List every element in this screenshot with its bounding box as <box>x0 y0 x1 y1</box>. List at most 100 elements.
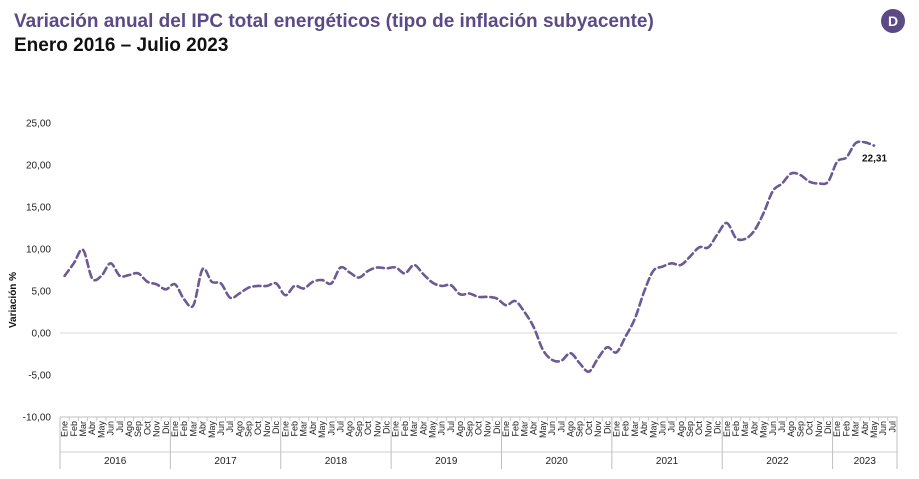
x-tick-label: Dic <box>602 421 612 434</box>
x-tick-label: Sep <box>133 421 143 437</box>
x-tick-label: May <box>648 421 658 439</box>
x-tick-label: Abr <box>418 421 428 435</box>
y-tick-label: 10,00 <box>26 245 51 256</box>
x-tick-label: Nov <box>372 421 382 438</box>
x-tick-label: Oct <box>142 421 152 436</box>
y-tick-label: -5,00 <box>28 371 51 382</box>
last-value-label: 22,31 <box>862 154 887 165</box>
year-label: 2017 <box>214 456 237 467</box>
x-tick-label: Dic <box>271 421 281 434</box>
x-tick-label: Jul <box>225 421 235 433</box>
x-tick-label: Dic <box>713 421 723 434</box>
y-tick-label: 0,00 <box>32 329 52 340</box>
x-tick-label: May <box>869 421 879 439</box>
x-tick-label: Ago <box>234 421 244 437</box>
x-tick-label: Abr <box>529 421 539 435</box>
x-tick-label: Nov <box>814 421 824 438</box>
x-tick-label: Nov <box>483 421 493 438</box>
x-tick-label: Dic <box>823 421 833 434</box>
year-label: 2020 <box>546 456 569 467</box>
x-tick-label: Jul <box>336 421 346 433</box>
x-tick-label: Mar <box>519 421 529 437</box>
x-tick-label: Abr <box>198 421 208 435</box>
x-tick-label: Jul <box>777 421 787 433</box>
year-label: 2019 <box>435 456 458 467</box>
x-tick-label: Dic <box>382 421 392 434</box>
x-tick-label: Oct <box>253 421 263 436</box>
x-tick-label: Jul <box>446 421 456 433</box>
x-tick-label: Sep <box>795 421 805 437</box>
x-axis: Ene Feb Mar Abr May Jun Jul Ago Sep Oct Nov Dic2016… <box>59 416 898 469</box>
y-tick-label: 25,00 <box>26 119 51 130</box>
chart-subtitle: Enero 2016 – Julio 2023 <box>14 35 229 56</box>
x-tick-label: Feb <box>841 421 851 437</box>
x-tick-label: Abr <box>308 421 318 435</box>
x-tick-label: Ago <box>345 421 355 437</box>
x-tick-label: Mar <box>630 421 640 437</box>
x-tick-label: Oct <box>474 421 484 436</box>
year-label: 2016 <box>104 456 127 467</box>
x-tick-label: Mar <box>740 421 750 437</box>
x-tick-label: Abr <box>860 421 870 435</box>
x-tick-label: Nov <box>593 421 603 438</box>
x-tick-label: Mar <box>851 421 861 437</box>
y-axis-ticks: -10,00 -5,00 0,00 5,00 10,00 15,00 20,00 25,00 <box>23 119 52 424</box>
x-tick-label: Ene <box>280 421 290 437</box>
x-tick-label: Ago <box>565 421 575 437</box>
x-tick-label: Jul <box>667 421 677 433</box>
x-tick-label: Oct <box>694 421 704 436</box>
x-tick-label: May <box>96 421 106 439</box>
x-tick-label: Ene <box>501 421 511 437</box>
x-tick-label: Ene <box>832 421 842 437</box>
x-tick-label: Dic <box>492 421 502 434</box>
y-tick-label: 15,00 <box>26 203 51 214</box>
x-tick-label: Jun <box>657 421 667 436</box>
x-tick-label: Feb <box>731 421 741 437</box>
year-label: 2023 <box>854 456 877 467</box>
chart-title: Variación anual del IPC total energético… <box>14 11 654 32</box>
x-tick-label: Feb <box>290 421 300 437</box>
series-line <box>63 140 876 373</box>
x-tick-label: Feb <box>400 421 410 437</box>
x-tick-label: Ene <box>722 421 732 437</box>
x-tick-label: Jun <box>326 421 336 436</box>
x-tick-label: Sep <box>354 421 364 437</box>
x-tick-label: Nov <box>152 421 162 438</box>
year-label: 2022 <box>766 456 789 467</box>
series-group: 22,31 <box>63 140 887 373</box>
x-tick-label: Jun <box>878 421 888 436</box>
x-tick-label: Nov <box>703 421 713 438</box>
x-tick-label: Feb <box>69 421 79 437</box>
x-tick-label: Nov <box>262 421 272 438</box>
x-tick-label: May <box>317 421 327 439</box>
x-tick-label: May <box>207 421 217 439</box>
year-label: 2021 <box>656 456 679 467</box>
x-tick-label: Ago <box>676 421 686 437</box>
year-label: 2018 <box>325 456 348 467</box>
x-tick-label: Ago <box>124 421 134 437</box>
y-tick-label: 20,00 <box>26 161 51 172</box>
x-tick-label: Mar <box>188 421 198 437</box>
x-tick-label: Feb <box>621 421 631 437</box>
x-tick-label: Jul <box>556 421 566 433</box>
x-tick-label: Abr <box>749 421 759 435</box>
x-tick-label: Jun <box>216 421 226 436</box>
x-tick-label: Ene <box>60 421 70 437</box>
y-axis-label: Variación % <box>8 272 19 328</box>
x-tick-label: Oct <box>363 421 373 436</box>
x-tick-label: Abr <box>639 421 649 435</box>
x-tick-label: Oct <box>805 421 815 436</box>
x-tick-label: Feb <box>179 421 189 437</box>
x-tick-label: Abr <box>87 421 97 435</box>
x-tick-label: Sep <box>685 421 695 437</box>
x-tick-label: Jun <box>106 421 116 436</box>
x-tick-label: Jul <box>115 421 125 433</box>
x-tick-label: Mar <box>78 421 88 437</box>
x-tick-label: Mar <box>299 421 309 437</box>
x-tick-label: Ene <box>391 421 401 437</box>
x-tick-label: Jul <box>887 421 897 433</box>
x-tick-label: Oct <box>584 421 594 436</box>
x-tick-label: May <box>428 421 438 439</box>
x-tick-label: Feb <box>510 421 520 437</box>
